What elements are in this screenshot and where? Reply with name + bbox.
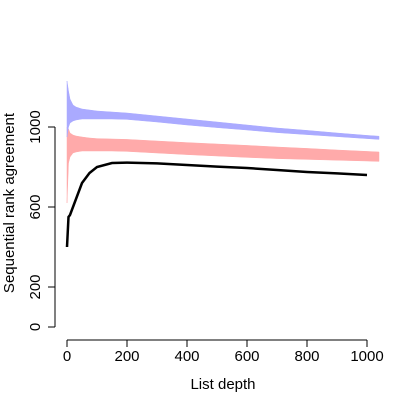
y-tick-label: 600 [27,194,44,219]
y-tick-label: 200 [27,274,44,299]
band [66,126,380,204]
x-tick-label: 200 [114,348,139,365]
y-axis-label: Sequential rank agreement [1,112,18,293]
x-tick-label: 800 [294,348,319,365]
x-tick-label: 0 [63,348,71,365]
y-tick-label: 1000 [27,110,44,143]
x-tick-label: 600 [234,348,259,365]
band [66,80,380,140]
line [65,161,368,248]
x-tick-label: 400 [174,348,199,365]
x-tick-label: 1000 [350,348,383,365]
y-tick-label: 0 [27,323,44,331]
x-axis-label: List depth [190,376,255,393]
